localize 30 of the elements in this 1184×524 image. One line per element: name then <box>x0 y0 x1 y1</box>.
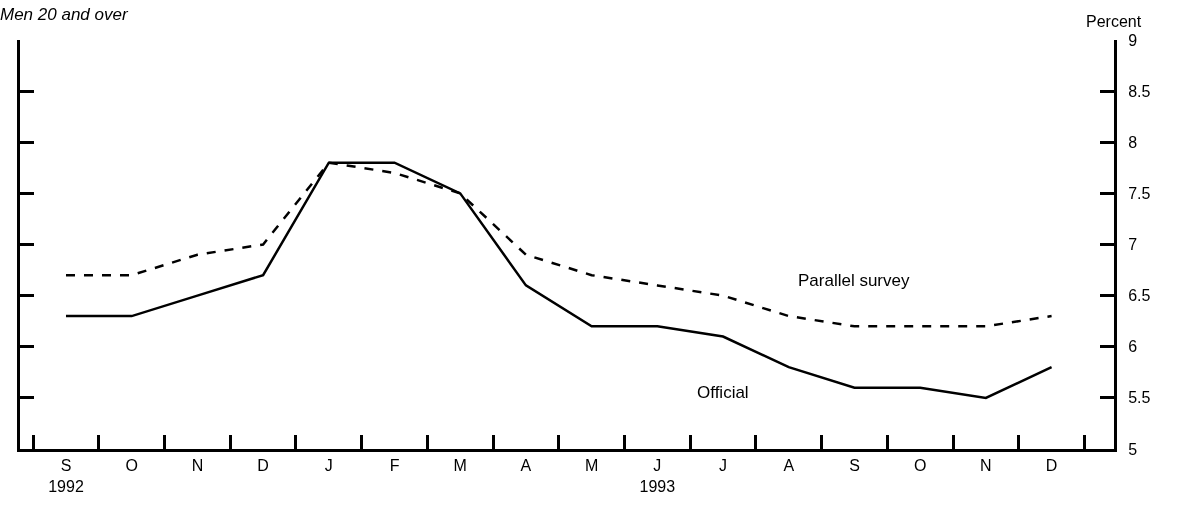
x-tick-label: M <box>584 457 599 475</box>
x-tick-label: O <box>913 457 927 475</box>
x-tick-label: A <box>783 457 795 475</box>
x-tick-label: S <box>849 457 860 475</box>
series-label: Parallel survey <box>798 271 910 290</box>
x-tick-label: F <box>389 457 400 475</box>
y-tick-label: 9 <box>1128 31 1138 49</box>
x-tick-label: S 1992 <box>48 457 84 495</box>
x-tick-label: A <box>520 457 532 475</box>
x-tick-label: J 1993 <box>639 457 676 495</box>
x-tick-label: D <box>1045 457 1058 475</box>
y-tick-label: 5 <box>1128 440 1138 458</box>
x-tick-label: M <box>453 457 467 475</box>
chart-title: Men 20 and over <box>0 4 129 24</box>
x-tick-label: D <box>257 457 269 475</box>
line-series <box>64 161 1053 400</box>
x-tick-label: O <box>125 457 138 475</box>
y-axis-title: Percent <box>1086 13 1142 30</box>
x-tick-label: J <box>719 457 728 475</box>
y-tick-label: 6 <box>1128 338 1138 356</box>
series-label: Official <box>697 383 749 402</box>
y-tick-label: 8 <box>1128 133 1138 151</box>
y-tick-label: 7 <box>1128 236 1138 254</box>
y-tick-label: 6.5 <box>1128 287 1151 305</box>
x-tick-label: N <box>980 457 992 475</box>
x-tick-label: J <box>324 457 333 475</box>
y-tick-label: 5.5 <box>1128 389 1151 407</box>
y-tick-label: 8.5 <box>1128 82 1151 100</box>
y-tick-label: 7.5 <box>1128 184 1151 202</box>
x-tick-label: N <box>191 457 204 475</box>
